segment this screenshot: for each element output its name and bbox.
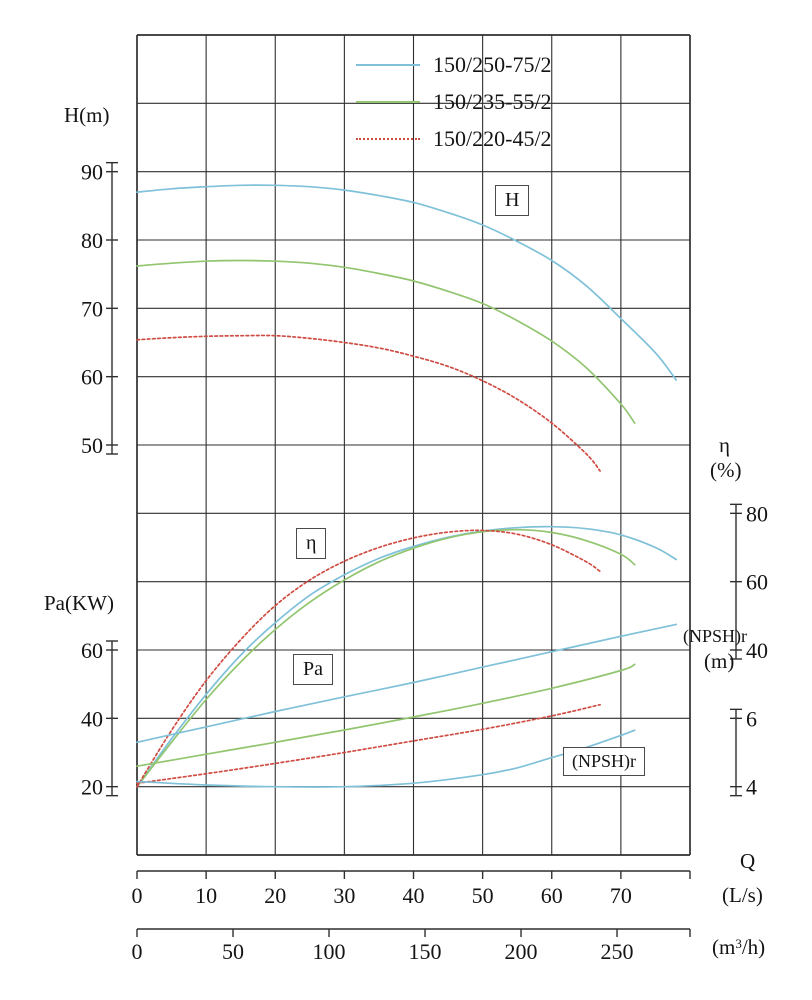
curve-eta-150/220-45/2 xyxy=(136,529,601,788)
eta-curve-label: η xyxy=(296,528,327,559)
q-axis-title: Q xyxy=(740,849,756,873)
curve-H-150/250-75/2 xyxy=(136,184,678,381)
legend-line-sample xyxy=(356,100,420,103)
npshr-axis-unit: (m) xyxy=(704,649,735,673)
legend-item: 150/235-55/2 xyxy=(356,83,552,120)
q-ls-tick-label: 10 xyxy=(195,883,217,908)
eta-axis-unit: (%) xyxy=(710,458,742,482)
curve-Pa-150/250-75/2 xyxy=(136,623,678,744)
H-tick-label: 90 xyxy=(81,160,103,185)
npshr-curve-label: (NPSH)r xyxy=(563,747,646,776)
m3h-superscript: 3 xyxy=(735,936,742,951)
q-m3h-tick-label: 150 xyxy=(409,939,442,964)
legend-item: 150/250-75/2 xyxy=(356,46,552,83)
h-axis-title: H(m) xyxy=(64,103,110,127)
eta-tick-label: 40 xyxy=(746,638,768,663)
eta-tick-label: 80 xyxy=(746,501,768,526)
m3h-prefix: (m xyxy=(712,935,736,959)
q-m3h-tick-label: 0 xyxy=(132,939,143,964)
legend-line-sample xyxy=(356,137,420,140)
curve-Pa-150/235-55/2 xyxy=(136,663,636,768)
m3h-axis-unit: (m3/h) xyxy=(712,935,766,959)
Pa-tick-label: 60 xyxy=(81,638,103,663)
curve-eta-150/250-75/2 xyxy=(136,525,678,788)
legend-label: 150/250-75/2 xyxy=(433,51,552,77)
curve-NPSHr-150/250-75/2 xyxy=(136,729,636,788)
H-tick-label: 80 xyxy=(81,228,103,253)
npsh-tick-label: 6 xyxy=(746,706,757,731)
pa-curve-label: Pa xyxy=(293,654,333,685)
q-m3h-tick-label: 50 xyxy=(222,939,244,964)
q-ls-tick-label: 70 xyxy=(610,883,632,908)
q-ls-tick-label: 60 xyxy=(541,883,563,908)
npsh-tick-label: 4 xyxy=(746,775,757,800)
q-ls-tick-label: 40 xyxy=(403,883,425,908)
m3h-suffix: /h) xyxy=(741,935,766,959)
curve-H-150/220-45/2 xyxy=(136,334,601,472)
pa-axis-title: Pa(KW) xyxy=(44,591,114,615)
curve-eta-150/235-55/2 xyxy=(136,528,636,788)
legend-label: 150/220-45/2 xyxy=(433,125,552,151)
legend: 150/250-75/2 150/235-55/2 150/220-45/2 xyxy=(356,46,552,157)
eta-tick-label: 60 xyxy=(746,570,768,595)
legend-label: 150/235-55/2 xyxy=(433,88,552,114)
eta-axis-title: η xyxy=(719,433,730,457)
npshr-axis-title: (NPSH)r xyxy=(683,626,748,646)
q-m3h-tick-label: 250 xyxy=(601,939,634,964)
legend-item: 150/220-45/2 xyxy=(356,120,552,157)
H-tick-label: 50 xyxy=(81,433,103,458)
Pa-tick-label: 20 xyxy=(81,775,103,800)
curve-Pa-150/220-45/2 xyxy=(136,703,601,785)
q-ls-tick-label: 50 xyxy=(472,883,494,908)
q-ls-tick-label: 30 xyxy=(333,883,355,908)
q-axis-unit: (L/s) xyxy=(722,883,763,907)
q-ls-tick-label: 20 xyxy=(264,883,286,908)
H-tick-label: 60 xyxy=(81,365,103,390)
H-tick-label: 70 xyxy=(81,296,103,321)
curve-H-150/235-55/2 xyxy=(136,259,636,424)
q-m3h-tick-label: 200 xyxy=(505,939,538,964)
q-m3h-tick-label: 100 xyxy=(313,939,346,964)
h-curve-label: H xyxy=(495,185,530,216)
Pa-tick-label: 40 xyxy=(81,706,103,731)
legend-line-sample xyxy=(356,63,420,66)
q-ls-tick-label: 0 xyxy=(132,883,143,908)
